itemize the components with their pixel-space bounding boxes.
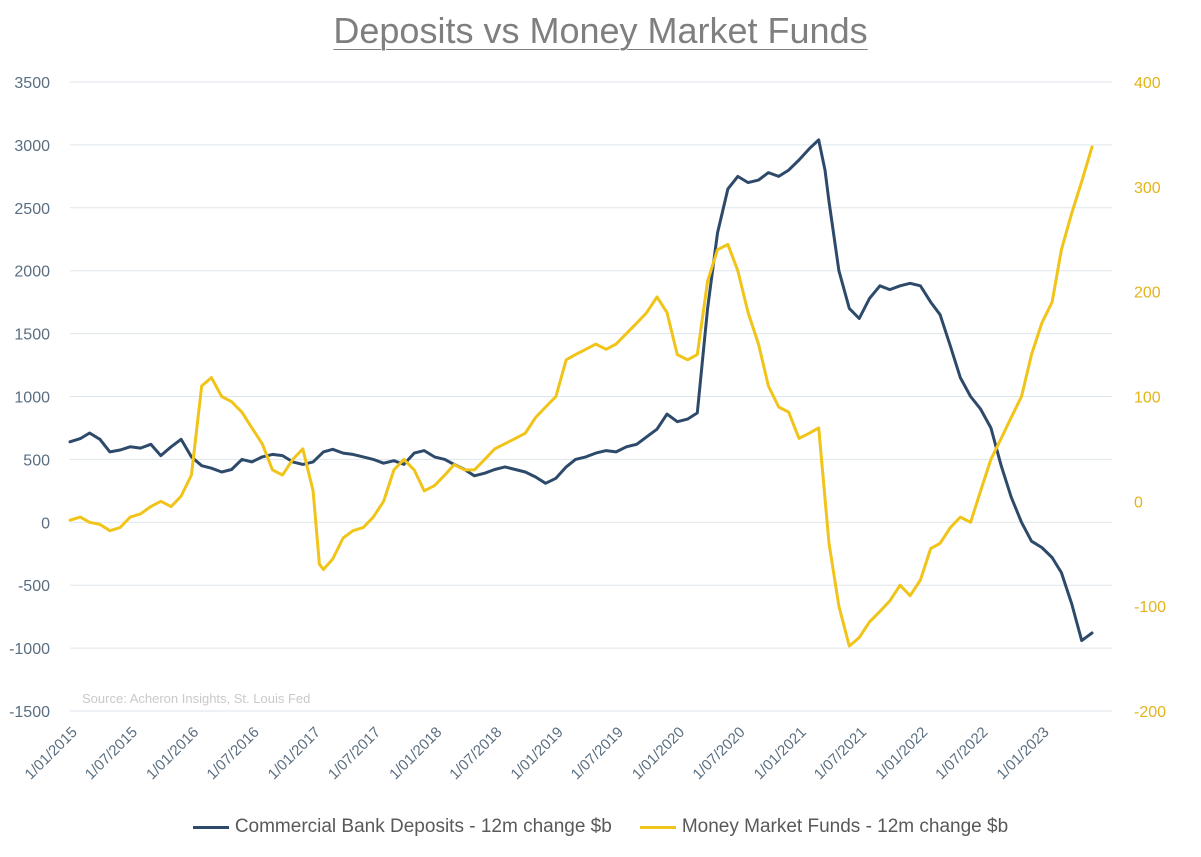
- x-tick-label: 1/07/2022: [932, 724, 991, 783]
- right-tick-label: -200: [1134, 704, 1166, 721]
- legend-item-mmf: Money Market Funds - 12m change $b: [639, 816, 1009, 838]
- left-tick-label: -1500: [9, 704, 50, 721]
- legend-label-deposits: Commercial Bank Deposits - 12m change $b: [234, 816, 612, 837]
- left-tick-label: 2500: [14, 201, 50, 218]
- legend: Commercial Bank Deposits - 12m change $b…: [0, 816, 1201, 838]
- x-tick-label: 1/01/2020: [629, 724, 688, 783]
- left-tick-label: 3500: [14, 75, 50, 92]
- x-tick-label: 1/07/2017: [325, 724, 384, 783]
- x-tick-label: 1/01/2015: [22, 724, 81, 783]
- x-axis: 1/01/2015 1/07/2015 1/01/2016 1/07/2016 1/01…: [22, 724, 1053, 783]
- x-tick-label: 1/01/2023: [993, 724, 1052, 783]
- x-tick-label: 1/01/2019: [508, 724, 567, 783]
- legend-swatch-mmf: [639, 825, 676, 829]
- left-axis: 3500 3000 2500 2000 1500 1000 500 0 -500 -1000 -15…: [9, 75, 50, 721]
- grid-lines: [70, 81, 1112, 712]
- left-tick-label: -1000: [9, 641, 50, 658]
- right-tick-label: 400: [1134, 75, 1161, 92]
- series-line-mmf: [68, 145, 1094, 648]
- source-note: Source: Acheron Insights, St. Louis Fed: [82, 691, 310, 706]
- x-tick-label: 1/07/2019: [568, 724, 627, 783]
- x-tick-label: 1/07/2016: [204, 724, 263, 783]
- x-tick-label: 1/07/2020: [689, 724, 748, 783]
- right-tick-label: 0: [1134, 494, 1143, 511]
- left-tick-label: 1000: [14, 390, 50, 407]
- legend-label-mmf: Money Market Funds - 12m change $b: [681, 816, 1009, 837]
- left-tick-label: 2000: [14, 264, 50, 281]
- right-tick-label: 300: [1134, 180, 1161, 197]
- left-tick-label: -500: [18, 578, 50, 595]
- x-tick-label: 1/01/2016: [143, 724, 202, 783]
- chart-title: Deposits vs Money Market Funds: [333, 10, 868, 51]
- legend-item-deposits: Commercial Bank Deposits - 12m change $b: [192, 816, 612, 838]
- left-tick-label: 500: [23, 452, 50, 469]
- x-tick-label: 1/01/2022: [872, 724, 931, 783]
- legend-swatch-deposits: [192, 825, 229, 829]
- left-tick-label: 0: [41, 515, 50, 532]
- x-tick-label: 1/01/2018: [386, 724, 445, 783]
- x-tick-label: 1/07/2015: [82, 724, 141, 783]
- left-tick-label: 3000: [14, 138, 50, 155]
- series-lines: [68, 138, 1094, 648]
- x-tick-label: 1/01/2017: [265, 724, 324, 783]
- right-tick-label: 200: [1134, 285, 1161, 302]
- left-tick-label: 1500: [14, 327, 50, 344]
- x-tick-label: 1/07/2018: [446, 724, 505, 783]
- right-tick-label: -100: [1134, 599, 1166, 616]
- x-tick-label: 1/01/2021: [751, 724, 810, 783]
- x-tick-label: 1/07/2021: [811, 724, 870, 783]
- right-axis: 400 300 200 100 0 -100 -200: [1134, 75, 1166, 721]
- series-line-deposits: [68, 138, 1094, 643]
- right-tick-label: 100: [1134, 390, 1161, 407]
